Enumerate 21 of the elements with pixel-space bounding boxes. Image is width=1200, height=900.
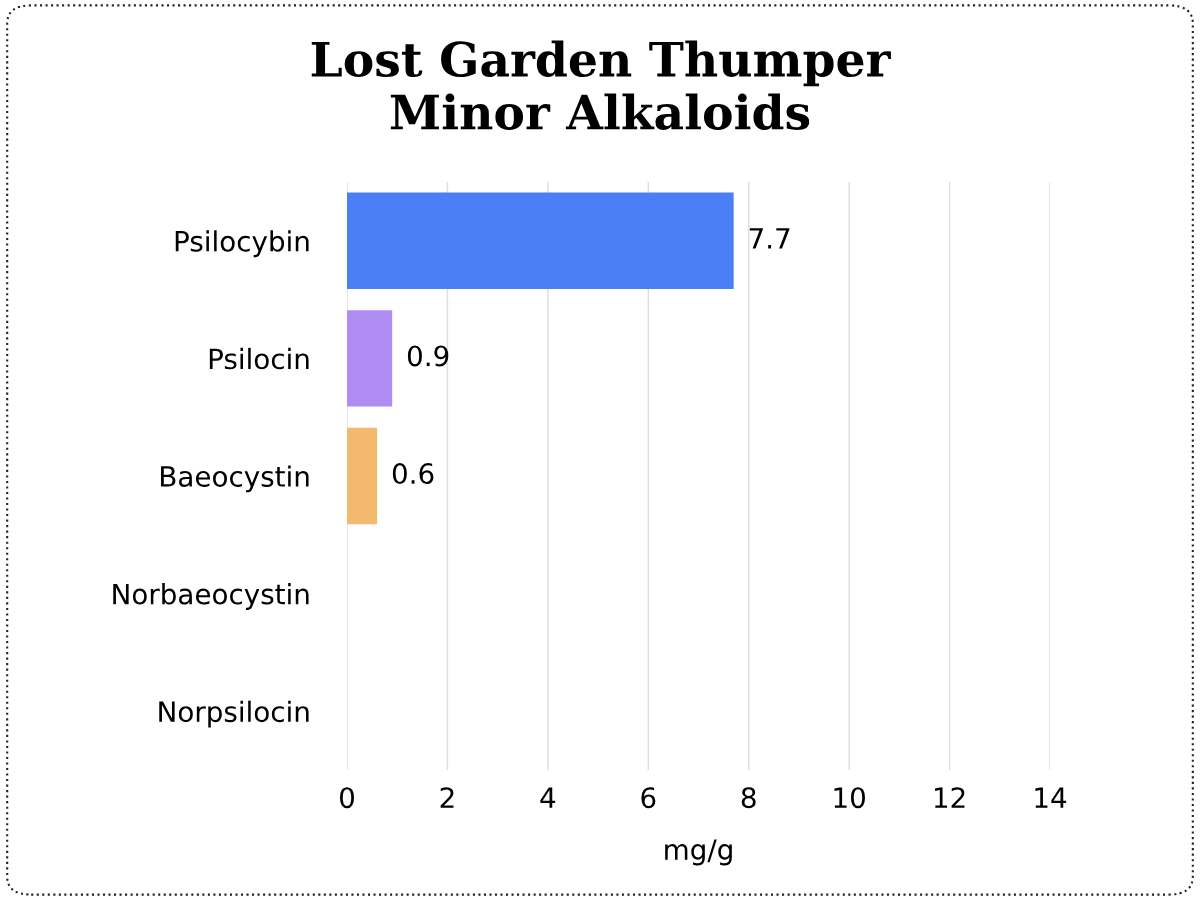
y-tick-label: Psilocybin xyxy=(175,230,309,258)
bar xyxy=(347,310,393,407)
x-axis-title: mg/g xyxy=(665,839,732,866)
x-tick-label: 4 xyxy=(540,787,556,808)
bar xyxy=(347,427,378,525)
y-tick-label: Norpsilocin xyxy=(159,700,309,728)
y-tick-label: Norbaeocystin xyxy=(113,583,309,610)
chart-title: Lost Garden Thumper Minor Alkaloids xyxy=(311,40,891,130)
x-tick-label: 0 xyxy=(339,787,354,809)
data-label: 0.9 xyxy=(407,345,449,367)
y-tick-label: Baeocystin xyxy=(161,465,309,493)
data-label: 0.6 xyxy=(392,463,434,485)
x-tick-label: 14 xyxy=(1035,787,1067,808)
x-tick-label: 8 xyxy=(741,787,756,809)
data-label: 7.7 xyxy=(749,228,790,249)
x-tick-label: 12 xyxy=(934,787,965,808)
x-tick-label: 10 xyxy=(834,787,865,809)
x-tick-label: 6 xyxy=(641,787,656,809)
bar xyxy=(347,192,734,290)
y-tick-label: Psilocin xyxy=(209,347,309,370)
x-tick-label: 2 xyxy=(440,787,454,808)
